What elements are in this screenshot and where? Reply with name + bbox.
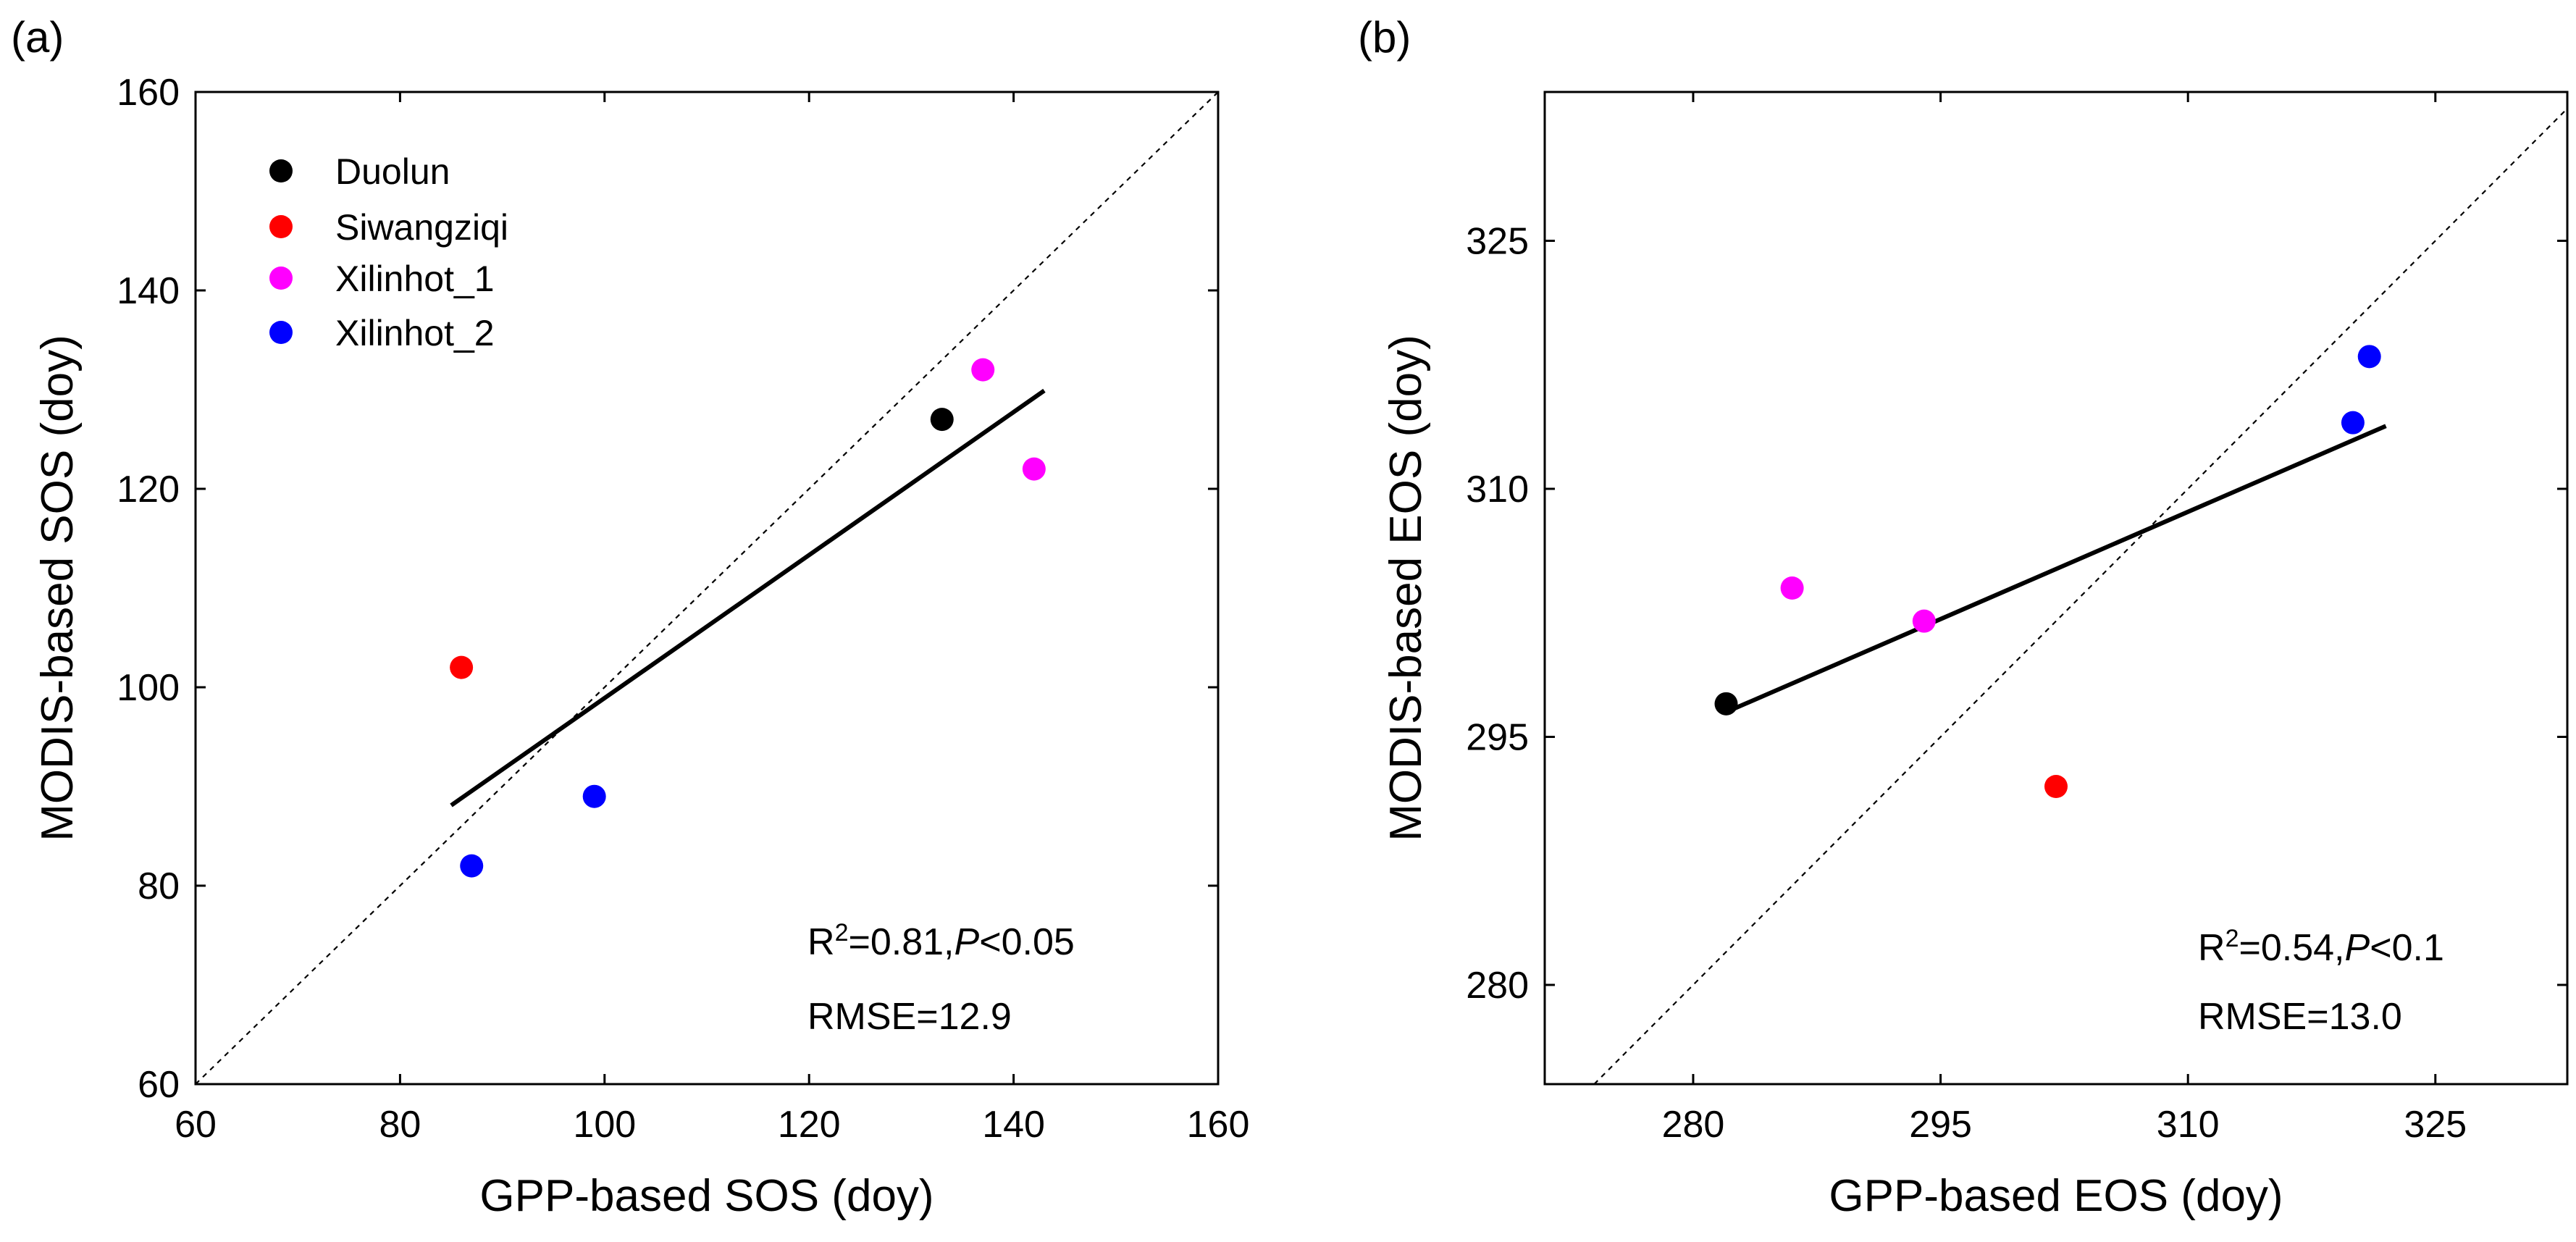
- panel-b-point-xilinhot-1: [1780, 576, 1804, 600]
- panel-a-x-tick-label: 120: [778, 1104, 841, 1146]
- panel-b-tick-labels: 280 295 310 325 280 295 310 325: [1466, 221, 2467, 1146]
- legend-marker-xilinhot-1: [269, 267, 293, 290]
- panel-a-x-tick-label: 160: [1187, 1104, 1250, 1146]
- legend-marker-siwangziqi: [269, 215, 293, 238]
- panel-a-legend: Duolun Siwangziqi Xilinhot_1 Xilinhot_2: [269, 151, 508, 353]
- panel-b-y-tick-label: 325: [1466, 221, 1529, 263]
- legend-label-siwangziqi: Siwangziqi: [335, 207, 508, 248]
- panel-b-y-tick-label: 295: [1466, 717, 1529, 759]
- panel-a: (a) 60 80 100 120 140 160 60 80 100 120 140 160 GPP…: [11, 13, 1249, 1221]
- panel-b-x-tick-label: 325: [2404, 1104, 2467, 1146]
- legend-label-xilinhot-2: Xilinhot_2: [335, 313, 495, 353]
- panel-b-point-siwangziqi: [2044, 775, 2068, 798]
- panel-a-identity-line: [195, 91, 1219, 1085]
- panel-a-r2-annotation: R2=0.81,P<0.05: [807, 919, 1075, 963]
- panel-b-x-tick-label: 295: [1909, 1104, 1972, 1146]
- panel-a-point-siwangziqi: [450, 655, 474, 679]
- panel-b-point-xilinhot-2: [2341, 411, 2365, 435]
- panel-b-x-axis-label: GPP-based EOS (doy): [1829, 1171, 2283, 1221]
- panel-a-fit-line: [450, 388, 1046, 807]
- panel-a-tick-labels: 60 80 100 120 140 160 60 80 100 120 140 160: [117, 72, 1249, 1146]
- panel-a-y-tick-label: 80: [138, 865, 180, 907]
- panel-a-x-tick-label: 80: [379, 1104, 421, 1146]
- panel-a-point-duolun: [930, 408, 954, 432]
- legend-label-duolun: Duolun: [335, 151, 450, 192]
- panel-a-plot-area: [194, 91, 1220, 1086]
- panel-b-point-xilinhot-2: [2357, 345, 2381, 369]
- panel-a-x-tick-label: 60: [175, 1104, 217, 1146]
- panel-b-y-axis-label: MODIS-based EOS (doy): [1381, 335, 1431, 841]
- panel-b-x-tick-label: 310: [2157, 1104, 2220, 1146]
- panel-a-rmse-annotation: RMSE=12.9: [807, 996, 1012, 1038]
- panel-a-point-xilinhot-1: [1022, 457, 1046, 481]
- panel-a-point-xilinhot-2: [460, 854, 484, 878]
- panel-a-y-tick-label: 140: [117, 270, 180, 312]
- panel-b: (b) 280 295 310 325 280 295 310 325 GPP-based E…: [1358, 13, 2569, 1221]
- panel-b-rmse-annotation: RMSE=13.0: [2198, 996, 2402, 1038]
- panel-a-x-tick-label: 140: [982, 1104, 1045, 1146]
- panel-b-plot-area: [1543, 91, 2569, 1086]
- panel-b-x-tick-label: 280: [1662, 1104, 1725, 1146]
- panel-b-y-tick-label: 310: [1466, 469, 1529, 511]
- panel-a-points: [450, 358, 1046, 878]
- panel-a-x-axis-label: GPP-based SOS (doy): [479, 1171, 934, 1221]
- panel-a-y-tick-label: 120: [117, 469, 180, 511]
- panel-b-label: (b): [1358, 13, 1411, 62]
- panel-a-y-tick-label: 60: [138, 1064, 180, 1106]
- panel-a-label: (a): [11, 13, 64, 62]
- panel-b-fit-line: [1725, 424, 2387, 715]
- legend-marker-xilinhot-2: [269, 321, 293, 344]
- panel-b-point-xilinhot-1: [1912, 609, 1936, 633]
- panel-b-ticks: [1545, 92, 2567, 1084]
- legend-label-xilinhot-1: Xilinhot_1: [335, 259, 495, 299]
- legend-marker-duolun: [269, 159, 293, 182]
- panel-a-y-tick-label: 100: [117, 667, 180, 709]
- panel-a-x-tick-label: 100: [573, 1104, 636, 1146]
- panel-b-r2-annotation: R2=0.54,P<0.1: [2198, 925, 2444, 969]
- panel-a-point-xilinhot-1: [971, 358, 995, 382]
- panel-b-point-duolun: [1714, 692, 1738, 716]
- panel-a-y-axis-label: MODIS-based SOS (doy): [33, 335, 83, 841]
- panel-a-point-xilinhot-2: [582, 784, 606, 808]
- panel-a-stats: R2=0.81,P<0.05 RMSE=12.9: [807, 919, 1075, 1038]
- panel-a-y-tick-label: 160: [117, 72, 180, 114]
- panel-b-points: [1714, 345, 2381, 798]
- panel-b-identity-line: [1593, 108, 2568, 1085]
- panel-b-stats: R2=0.54,P<0.1 RMSE=13.0: [2198, 925, 2444, 1038]
- panel-b-y-tick-label: 280: [1466, 965, 1529, 1007]
- panel-a-ticks: [194, 91, 1220, 1086]
